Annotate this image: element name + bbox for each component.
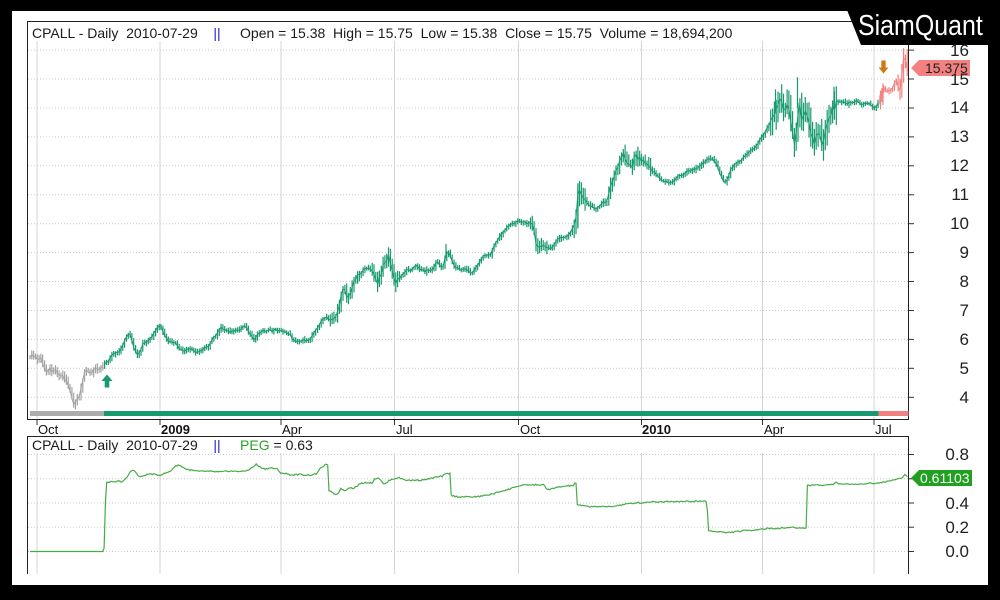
svg-text:0.61103: 0.61103	[920, 470, 970, 486]
svg-text:15.375: 15.375	[925, 60, 968, 76]
